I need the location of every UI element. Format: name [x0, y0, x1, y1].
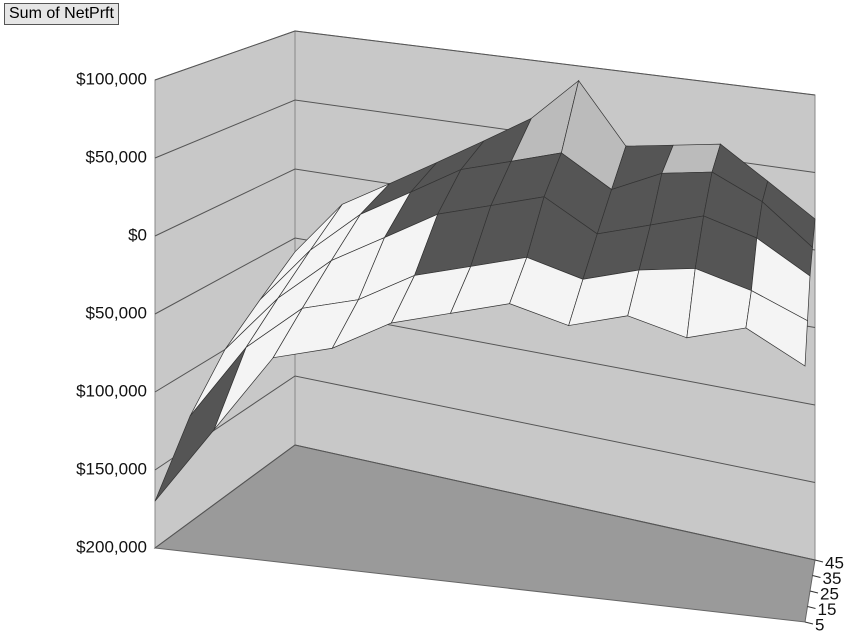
depth-tick-label: 5	[815, 615, 824, 634]
depth-tick	[809, 590, 819, 594]
depth-tick-label: 45	[825, 553, 844, 572]
y-tick-label: $100,000	[76, 69, 147, 88]
y-tick-label: $150,000	[76, 459, 147, 478]
grid-line	[154, 30, 816, 96]
depth-tick-label: 15	[818, 600, 837, 619]
depth-tick	[812, 575, 821, 578]
y-tick-label: $0	[128, 225, 147, 244]
depth-tick	[804, 621, 814, 625]
y-tick-label: $50,000	[86, 147, 147, 166]
depth-tick-label: 25	[820, 584, 839, 603]
chart-title: Sum of NetPrft	[4, 3, 119, 25]
depth-tick	[814, 559, 824, 563]
y-tick-label: $50,000	[86, 303, 147, 322]
depth-tick-label: 35	[823, 569, 842, 588]
surface-patch	[745, 290, 808, 367]
y-tick-label: $100,000	[76, 381, 147, 400]
depth-tick	[807, 606, 816, 609]
grid-line	[154, 444, 816, 561]
y-tick-label: $200,000	[76, 537, 147, 556]
